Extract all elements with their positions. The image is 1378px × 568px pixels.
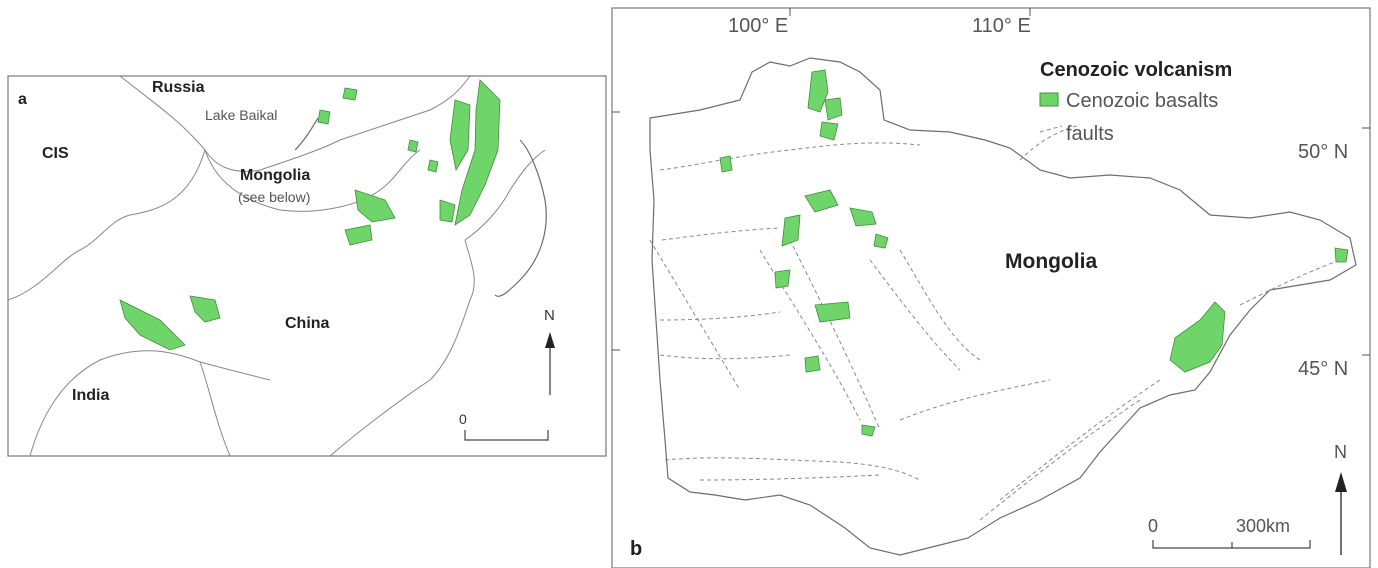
basalt-patch	[439, 199, 456, 223]
fault-line	[759, 249, 861, 421]
lake-baikal-shape	[294, 117, 319, 151]
basalt-patch	[804, 189, 839, 213]
lat-label-50n: 50° N	[1298, 141, 1348, 163]
fault-line	[999, 379, 1161, 501]
lat-label-45n: 45° N	[1298, 358, 1348, 380]
basalt-patch	[354, 189, 396, 223]
label-lake-baikal: Lake Baikal	[205, 107, 277, 123]
basalt-patch	[824, 97, 843, 121]
map-a-panel-label: a	[18, 91, 27, 108]
coast-china	[329, 239, 475, 457]
basalt-patch	[407, 139, 419, 153]
border-russia	[119, 75, 471, 172]
fault-line	[869, 259, 961, 371]
basalt-patch	[781, 214, 801, 247]
map-a-frame	[7, 75, 607, 457]
fault-line	[659, 311, 781, 321]
legend: Cenozoic volcanism Cenozoic basalts faul…	[1039, 59, 1232, 145]
label-china: China	[285, 315, 330, 332]
north-label-b: N	[1334, 442, 1347, 462]
basalt-patch-large	[1169, 301, 1226, 373]
mongolia-outline	[649, 57, 1357, 556]
lon-label-100e: 100° E	[728, 15, 788, 37]
north-label-a: N	[544, 307, 555, 324]
basalt-patch	[873, 233, 889, 249]
fault-line	[1019, 124, 1081, 161]
border-cis-china	[7, 149, 206, 301]
label-see-below: (see below)	[238, 189, 310, 205]
fault-line	[661, 227, 781, 241]
legend-faults-label: faults	[1066, 123, 1114, 145]
basalt-patch	[814, 301, 851, 323]
basalt-patches-b	[719, 69, 1349, 437]
fault-line	[649, 239, 741, 391]
north-arrow-head	[545, 332, 555, 348]
label-india: India	[72, 387, 109, 404]
basalt-patch	[861, 424, 876, 437]
fault-line	[899, 249, 981, 361]
border-mongolia	[204, 149, 421, 212]
legend-basalts-label: Cenozoic basalts	[1066, 90, 1218, 112]
faults	[649, 124, 1346, 521]
legend-fault-swatch	[1039, 125, 1063, 133]
basalt-patches-a	[119, 79, 501, 351]
fault-line	[899, 379, 1051, 421]
basalt-patch	[119, 299, 186, 351]
basalt-patch	[1334, 247, 1349, 263]
basalt-patch	[719, 155, 733, 173]
lon-label-110e: 110° E	[972, 15, 1031, 37]
fault-line	[699, 474, 881, 481]
label-mongolia-b: Mongolia	[1005, 250, 1097, 273]
scale-bar-b: 0 300km	[1148, 516, 1311, 549]
label-russia: Russia	[152, 79, 205, 96]
fault-line	[789, 239, 881, 431]
basalt-patch	[344, 224, 373, 246]
fault-line	[659, 142, 921, 171]
basalt-patch	[342, 87, 358, 101]
scale-bar-a: 0	[459, 411, 549, 441]
map-b-frame	[611, 7, 1371, 568]
scale-line-a	[464, 430, 549, 441]
japan-coast	[494, 139, 547, 297]
north-arrow-a: N	[544, 307, 555, 395]
basalt-patch	[819, 121, 839, 141]
scale-end-b: 300km	[1236, 516, 1290, 536]
map-b-panel-label: b	[630, 538, 642, 560]
basalt-patch	[454, 79, 501, 226]
basalt-patch	[449, 99, 471, 172]
map-b: 100° E 110° E 50° N 45° N Mongolia b Cen…	[611, 7, 1371, 568]
scale-zero-b: 0	[1148, 516, 1158, 536]
legend-basalt-swatch	[1039, 92, 1059, 107]
basalt-patch	[427, 159, 439, 173]
border-nepal	[199, 361, 231, 457]
basalt-patch	[774, 269, 791, 289]
scale-zero-a: 0	[459, 411, 467, 427]
basalt-patch	[849, 207, 877, 227]
north-arrow-head-b	[1335, 472, 1347, 492]
basalt-patch	[189, 295, 221, 323]
north-arrow-b: N	[1334, 442, 1347, 555]
fault-line	[1239, 257, 1346, 306]
label-cis: CIS	[42, 145, 69, 162]
map-a: a Russia Lake Baikal CIS Mongolia (see b…	[7, 75, 607, 457]
label-mongolia-a: Mongolia	[240, 167, 310, 184]
border-india	[29, 350, 271, 457]
fault-line	[659, 354, 791, 360]
fault-line	[664, 457, 921, 481]
legend-title: Cenozoic volcanism	[1040, 59, 1232, 81]
basalt-patch	[807, 69, 829, 113]
basalt-patch	[804, 355, 821, 373]
basalt-patch	[317, 109, 331, 125]
fault-line	[979, 399, 1141, 521]
